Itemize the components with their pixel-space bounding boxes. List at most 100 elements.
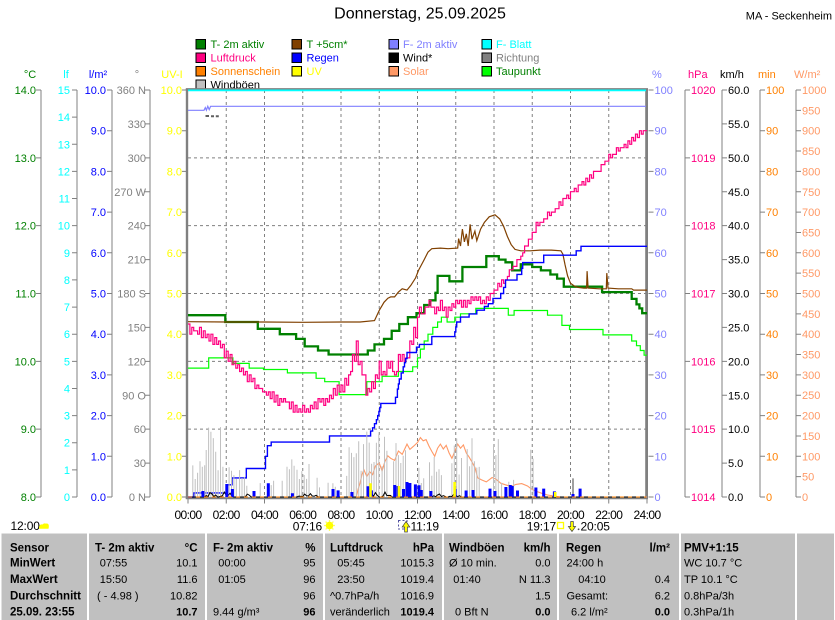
svg-text:Durchschnitt: Durchschnitt bbox=[10, 591, 81, 603]
svg-text:210: 210 bbox=[128, 255, 146, 267]
svg-text:250: 250 bbox=[802, 390, 820, 402]
svg-text:30: 30 bbox=[766, 370, 778, 382]
svg-text:11: 11 bbox=[59, 194, 70, 206]
svg-text:9: 9 bbox=[64, 248, 70, 260]
svg-text:00:00: 00:00 bbox=[174, 508, 202, 522]
svg-text:100: 100 bbox=[802, 451, 820, 463]
svg-text:1015.3: 1015.3 bbox=[400, 558, 434, 570]
svg-text:6.0: 6.0 bbox=[167, 248, 182, 260]
svg-text:km/h: km/h bbox=[720, 69, 744, 81]
svg-text:l/m²: l/m² bbox=[650, 543, 671, 555]
svg-text:0: 0 bbox=[766, 492, 772, 504]
svg-text:12:00: 12:00 bbox=[11, 519, 41, 533]
svg-text:850: 850 bbox=[802, 146, 820, 158]
svg-text:30.0: 30.0 bbox=[728, 289, 749, 301]
svg-text:Regen: Regen bbox=[566, 543, 601, 555]
svg-text:0: 0 bbox=[64, 492, 70, 504]
svg-text:T- 2m aktiv: T- 2m aktiv bbox=[211, 39, 265, 51]
svg-text:6.0: 6.0 bbox=[91, 248, 106, 260]
svg-text:950: 950 bbox=[802, 105, 820, 117]
svg-text:4: 4 bbox=[64, 384, 70, 396]
svg-text:8.0: 8.0 bbox=[167, 166, 182, 178]
svg-text:10.1: 10.1 bbox=[176, 558, 197, 570]
svg-text:50: 50 bbox=[802, 472, 814, 484]
svg-text:°: ° bbox=[135, 69, 139, 81]
svg-text:18:00: 18:00 bbox=[519, 508, 547, 522]
svg-text:5.0: 5.0 bbox=[167, 289, 182, 301]
svg-text:07:16: 07:16 bbox=[293, 520, 323, 534]
svg-text:8.0: 8.0 bbox=[91, 166, 106, 178]
svg-text:0.0: 0.0 bbox=[167, 492, 182, 504]
svg-text:Luftdruck: Luftdruck bbox=[330, 543, 384, 555]
svg-text:9.0: 9.0 bbox=[91, 126, 106, 138]
svg-text:%: % bbox=[305, 543, 315, 555]
svg-text:40.0: 40.0 bbox=[728, 221, 749, 233]
svg-text:800: 800 bbox=[802, 166, 820, 178]
svg-text:10.0: 10.0 bbox=[161, 85, 182, 97]
svg-text:1015: 1015 bbox=[691, 424, 715, 436]
svg-text:TP 10.1 °C: TP 10.1 °C bbox=[684, 574, 738, 586]
svg-text:WC 10.7 °C: WC 10.7 °C bbox=[684, 558, 742, 570]
svg-text:50: 50 bbox=[766, 289, 778, 301]
svg-text:12: 12 bbox=[58, 166, 70, 178]
svg-text:60: 60 bbox=[134, 424, 146, 436]
svg-text:11.0: 11.0 bbox=[15, 289, 36, 301]
svg-text:90 O: 90 O bbox=[122, 390, 146, 402]
svg-text:UV-I: UV-I bbox=[161, 69, 182, 81]
svg-text:45.0: 45.0 bbox=[728, 187, 749, 199]
svg-text:550: 550 bbox=[802, 268, 820, 280]
svg-text:02:00: 02:00 bbox=[213, 508, 241, 522]
svg-text:0.0: 0.0 bbox=[655, 607, 670, 619]
svg-text:2: 2 bbox=[64, 438, 70, 450]
svg-text:25.09. 23:55: 25.09. 23:55 bbox=[10, 607, 75, 619]
svg-text:0.3hPa/1h: 0.3hPa/1h bbox=[684, 607, 734, 619]
svg-text:1.5: 1.5 bbox=[535, 591, 550, 603]
svg-text:1016: 1016 bbox=[691, 356, 715, 368]
svg-text:14: 14 bbox=[58, 112, 70, 124]
svg-text:80: 80 bbox=[655, 166, 667, 178]
svg-text:750: 750 bbox=[802, 187, 820, 199]
svg-text:1020: 1020 bbox=[691, 85, 715, 97]
svg-text:0.4: 0.4 bbox=[655, 574, 670, 586]
svg-text:MaxWert: MaxWert bbox=[10, 574, 58, 586]
svg-text:T +5cm*: T +5cm* bbox=[307, 39, 349, 51]
svg-text:1: 1 bbox=[64, 465, 70, 477]
svg-text:20: 20 bbox=[655, 411, 667, 423]
svg-text:7.0: 7.0 bbox=[167, 207, 182, 219]
svg-text:300: 300 bbox=[128, 153, 146, 165]
svg-text:200: 200 bbox=[802, 411, 820, 423]
svg-text:0.0: 0.0 bbox=[535, 558, 550, 570]
svg-text:l/m²: l/m² bbox=[89, 69, 108, 81]
svg-text:3: 3 bbox=[64, 411, 70, 423]
svg-text:900: 900 bbox=[802, 126, 820, 138]
svg-text:30: 30 bbox=[655, 370, 667, 382]
svg-text:Solar: Solar bbox=[403, 66, 429, 78]
svg-text:1017: 1017 bbox=[691, 289, 715, 301]
svg-text:04:10: 04:10 bbox=[578, 574, 606, 586]
svg-text:10.0: 10.0 bbox=[15, 356, 36, 368]
svg-text:2.0: 2.0 bbox=[167, 411, 182, 423]
svg-text:150: 150 bbox=[128, 322, 146, 334]
svg-text:120: 120 bbox=[128, 356, 146, 368]
svg-text:20.0: 20.0 bbox=[728, 356, 749, 368]
svg-text:300: 300 bbox=[802, 370, 820, 382]
svg-text:40: 40 bbox=[766, 329, 778, 341]
svg-text:01:05: 01:05 bbox=[218, 574, 246, 586]
svg-text:2.0: 2.0 bbox=[91, 411, 106, 423]
svg-text:700: 700 bbox=[802, 207, 820, 219]
svg-text:lf: lf bbox=[63, 69, 69, 81]
svg-text:400: 400 bbox=[802, 329, 820, 341]
svg-text:1016.9: 1016.9 bbox=[400, 591, 434, 603]
svg-text:06:00: 06:00 bbox=[289, 508, 317, 522]
svg-text:450: 450 bbox=[802, 309, 820, 321]
svg-text:16:00: 16:00 bbox=[480, 508, 508, 522]
svg-text:10.0: 10.0 bbox=[85, 85, 106, 97]
svg-text:10: 10 bbox=[766, 451, 778, 463]
svg-text:7.0: 7.0 bbox=[91, 207, 106, 219]
svg-text:270 W: 270 W bbox=[114, 187, 146, 199]
svg-text:60: 60 bbox=[655, 248, 667, 260]
svg-text:19:17: 19:17 bbox=[527, 520, 557, 534]
svg-text:F- Blatt: F- Blatt bbox=[496, 39, 531, 51]
svg-text:Richtung: Richtung bbox=[496, 53, 539, 65]
svg-text:24:00: 24:00 bbox=[633, 508, 661, 522]
